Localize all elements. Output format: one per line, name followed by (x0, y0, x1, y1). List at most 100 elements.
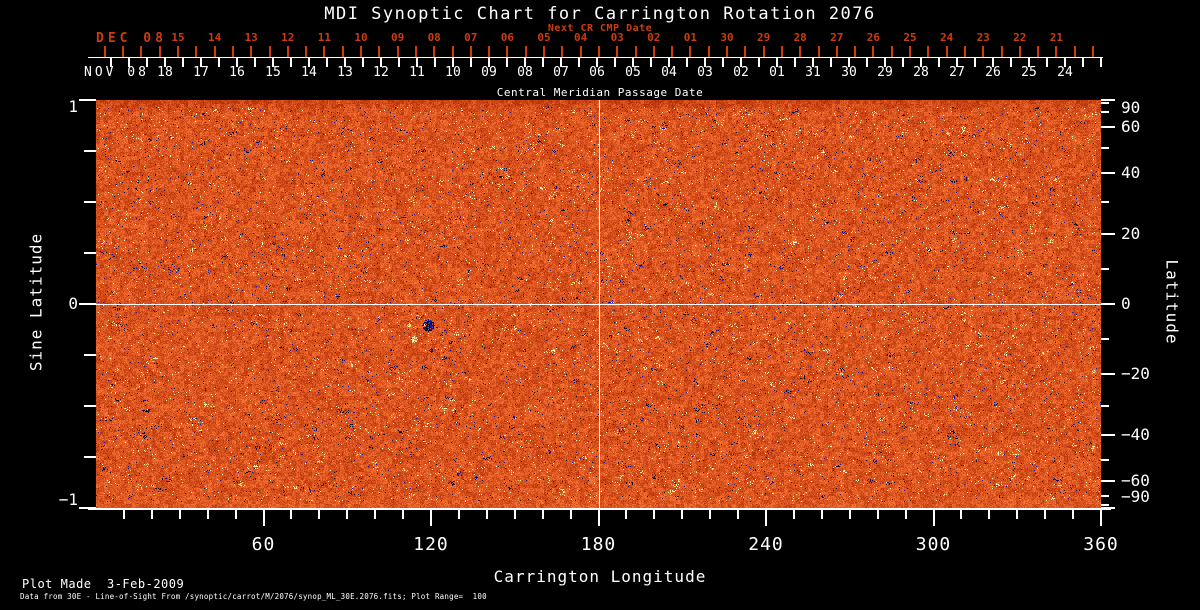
longitude-major-tick (765, 510, 767, 526)
cmp-day-label: 05 (625, 65, 641, 80)
next-cr-tick (250, 46, 253, 57)
cmp-day-label: 11 (409, 65, 425, 80)
next-cr-day-label: 27 (830, 31, 844, 44)
longitude-minor-tick (1044, 510, 1047, 519)
next-cr-tick (286, 46, 289, 57)
cmp-tick (1046, 58, 1048, 67)
cmp-tick (1028, 58, 1030, 67)
latitude-minor-tick (1101, 267, 1109, 270)
next-cr-day-label: 04 (573, 31, 588, 44)
cmp-day-label: 30 (841, 65, 857, 80)
next-cr-tick (872, 46, 875, 57)
cmp-tick (128, 58, 130, 67)
latitude-minor-tick (1101, 459, 1109, 462)
cmp-tick (1010, 58, 1012, 67)
latitude-tick (1101, 434, 1115, 437)
footer-plot-made: Plot Made 3-Feb-2009 (22, 577, 185, 591)
cmp-day-label: 09 (481, 65, 497, 80)
next-cr-tick (927, 46, 930, 57)
sine-latitude-minor-tick (84, 456, 96, 458)
next-cr-day-label: 02 (647, 31, 661, 44)
longitude-minor-tick (206, 510, 209, 519)
longitude-minor-tick (625, 510, 628, 519)
next-cr-day-label: 06 (500, 31, 515, 44)
cmp-tick (884, 58, 886, 67)
sine-latitude-minor-tick (84, 150, 96, 152)
next-cr-tick (177, 46, 179, 57)
cmp-tick (578, 58, 580, 67)
cmp-day-label: 06 (589, 65, 605, 80)
next-cr-day-label: 22 (1013, 31, 1027, 44)
latitude-minor-tick (1101, 503, 1109, 506)
cmp-day-label: 01 (769, 65, 785, 80)
next-cr-tick (1018, 46, 1021, 57)
next-cr-tick (231, 46, 234, 57)
next-cr-tick (122, 46, 125, 57)
latitude-label: −40 (1121, 425, 1150, 445)
cmp-tick (164, 58, 166, 67)
next-cr-day-label: 26 (866, 31, 881, 44)
next-cr-day-label: 12 (281, 31, 295, 44)
latitude-tick (1101, 233, 1115, 236)
cmp-day-label: 31 (805, 65, 821, 80)
longitude-label: 60 (251, 534, 276, 555)
footer-data-source: Data from 30E - Line-of-Sight From /syno… (20, 592, 487, 601)
cmp-tick (1100, 58, 1102, 67)
sine-latitude-label: 1 (68, 97, 78, 116)
latitude-minor-tick (1101, 405, 1109, 407)
cmp-tick (290, 58, 292, 67)
next-cr-tick (140, 46, 143, 57)
next-cr-tick (414, 46, 417, 57)
longitude-minor-tick (820, 510, 823, 519)
cmp-tick (254, 58, 256, 67)
longitude-minor-tick (541, 510, 544, 519)
longitude-label: 180 (580, 534, 617, 555)
next-cr-axis-title: Next CR CMP Date (547, 23, 653, 34)
latitude-label: 90 (1121, 98, 1141, 117)
latitude-tick (1101, 171, 1115, 174)
cmp-tick (830, 58, 832, 67)
next-cr-tick (1092, 46, 1094, 57)
cmp-tick (470, 58, 472, 67)
longitude-label: 360 (1083, 534, 1119, 555)
latitude-label: −20 (1121, 363, 1150, 383)
longitude-minor-tick (876, 510, 879, 519)
next-cr-tick (506, 46, 509, 57)
cmp-day-label: 27 (949, 65, 965, 80)
cmp-tick (920, 58, 922, 67)
next-cr-tick (451, 46, 454, 57)
next-cr-tick (854, 46, 857, 57)
cmp-tick (956, 58, 958, 67)
next-cr-tick (909, 46, 911, 57)
longitude-minor-tick (150, 510, 153, 519)
next-cr-tick (579, 46, 582, 57)
longitude-minor-tick (346, 510, 349, 519)
longitude-minor-tick (178, 510, 181, 519)
longitude-label: 120 (413, 534, 449, 555)
longitude-minor-tick (290, 510, 293, 519)
next-cr-month-label: DEC 08 (96, 31, 167, 46)
longitude-minor-tick (513, 510, 516, 519)
next-cr-day-label: 08 (427, 31, 441, 44)
next-cr-tick (561, 46, 564, 57)
cmp-tick (362, 58, 364, 67)
cmp-tick (416, 58, 418, 67)
latitude-minor-tick (1101, 102, 1109, 105)
cmp-tick (110, 58, 112, 67)
cmp-tick (866, 58, 868, 67)
next-cr-tick (762, 46, 765, 57)
cmp-tick (434, 58, 436, 67)
longitude-label: 240 (748, 534, 784, 555)
next-cr-tick (799, 46, 802, 57)
cmp-tick (776, 58, 778, 67)
longitude-minor-tick (988, 510, 991, 519)
longitude-minor-tick (960, 510, 963, 519)
next-cr-tick (707, 46, 710, 57)
cmp-day-label: 17 (193, 65, 209, 80)
next-cr-day-label: 25 (903, 31, 917, 44)
latitude-label: −90 (1121, 487, 1150, 506)
cmp-day-label: 25 (1021, 65, 1037, 80)
longitude-minor-tick (485, 510, 488, 519)
cmp-tick (506, 58, 508, 67)
